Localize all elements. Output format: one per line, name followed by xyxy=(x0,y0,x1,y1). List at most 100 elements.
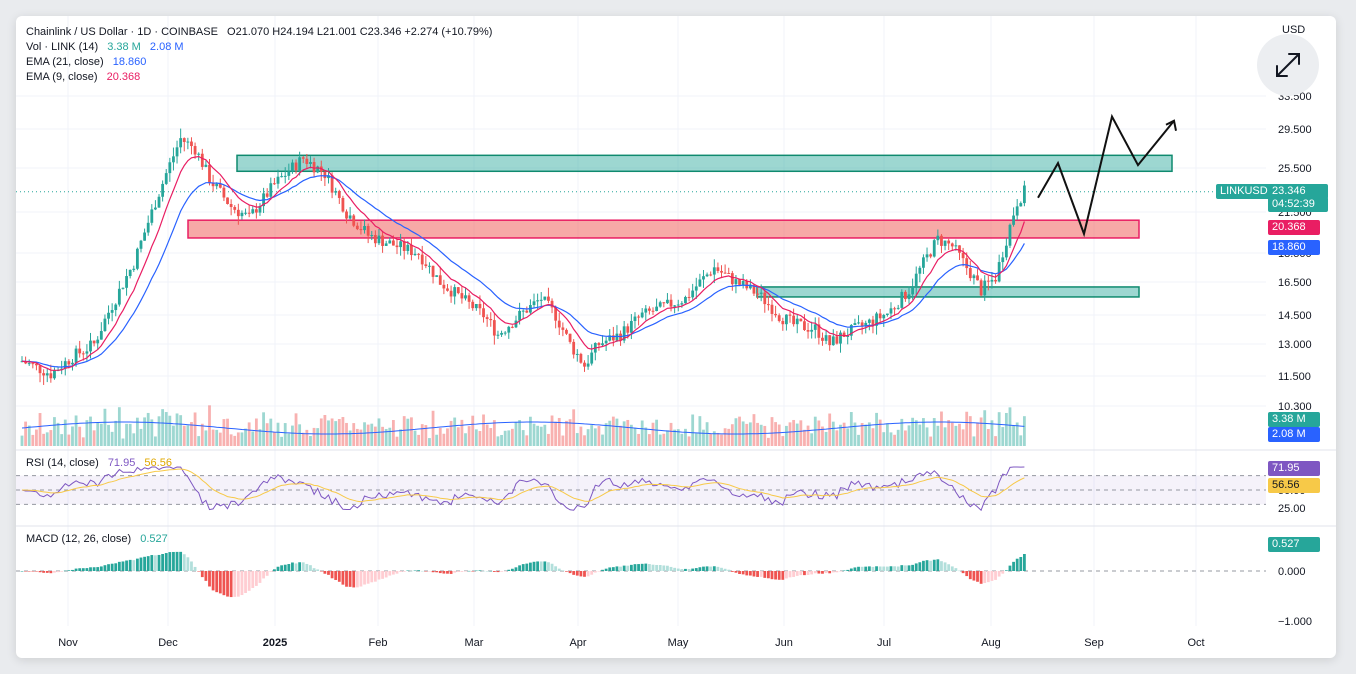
macd-histogram-bar xyxy=(179,551,183,571)
macd-histogram-bar xyxy=(388,571,392,576)
macd-histogram-bar xyxy=(568,571,572,574)
macd-tick-label: 0.000 xyxy=(1278,566,1306,578)
volume-bar xyxy=(1015,422,1019,446)
volume-bar xyxy=(182,425,186,446)
candle-body xyxy=(831,336,835,346)
macd-histogram-bar xyxy=(904,565,907,571)
volume-bar xyxy=(474,429,478,446)
volume-bar xyxy=(810,433,814,446)
macd-histogram-bar xyxy=(662,565,666,571)
macd-histogram-bar xyxy=(280,565,284,571)
candle-body xyxy=(922,257,925,268)
volume-bar xyxy=(792,419,796,446)
macd-histogram-bar xyxy=(456,571,460,573)
volume-bar xyxy=(680,433,684,446)
candle-body xyxy=(154,207,157,210)
candle-body xyxy=(997,262,1001,282)
candle-body xyxy=(821,337,824,341)
volume-bar xyxy=(410,417,413,446)
macd-histogram-bar xyxy=(626,565,630,571)
candle-body xyxy=(482,308,485,318)
volume-bar xyxy=(417,434,421,446)
macd-histogram-bar xyxy=(947,564,951,571)
candle-body xyxy=(258,206,262,213)
macd-histogram-bar xyxy=(777,571,781,580)
volume-bar xyxy=(929,436,933,446)
time-tick-label: 2025 xyxy=(263,637,287,649)
candle-body xyxy=(1015,206,1019,216)
candle-body xyxy=(164,173,168,184)
volume-bar xyxy=(38,413,42,446)
volume-bar xyxy=(24,421,28,446)
candle-body xyxy=(759,292,763,294)
macd-histogram-bar xyxy=(74,568,78,571)
macd-histogram-bar xyxy=(103,565,107,571)
volume-bar xyxy=(568,419,572,446)
volume-bar xyxy=(766,437,770,446)
macd-histogram-bar xyxy=(359,571,363,587)
volume-bar xyxy=(226,418,229,446)
volume-bar xyxy=(525,435,529,446)
expand-button[interactable] xyxy=(1257,34,1319,96)
candle-body xyxy=(705,274,709,277)
volume-bar xyxy=(575,433,579,446)
candle-body xyxy=(828,335,832,346)
candle-body xyxy=(986,280,990,282)
macd-histogram-bar xyxy=(716,566,720,571)
macd-histogram-bar xyxy=(547,562,550,571)
candle-body xyxy=(273,183,276,185)
ema21-line xyxy=(21,175,1025,368)
macd-histogram-bar xyxy=(611,567,615,571)
volume-bar xyxy=(172,425,175,446)
macd-histogram-bar xyxy=(529,562,532,571)
macd-histogram-bar xyxy=(788,571,792,578)
candle-body xyxy=(554,307,558,321)
macd-histogram-bar xyxy=(770,571,774,580)
macd-histogram-bar xyxy=(748,571,752,576)
rsi-value: 71.95 xyxy=(107,457,136,469)
macd-histogram-bar xyxy=(474,570,478,572)
time-tick-label: Jul xyxy=(877,637,891,649)
chart-canvas[interactable]: Nov Dec 2025 Feb Mar Apr May Jun Jul Aug Sep Oct33.… xyxy=(16,16,1336,658)
macd-histogram-bar xyxy=(301,562,305,571)
macd-histogram-bar xyxy=(327,571,330,575)
rsi-line xyxy=(21,466,1025,512)
candle-body xyxy=(694,286,698,291)
candle-body xyxy=(752,284,756,294)
volume-bar xyxy=(579,426,583,446)
candle-body xyxy=(875,313,878,326)
candle-body xyxy=(500,332,503,335)
macd-histogram-bar xyxy=(496,571,500,573)
volume-bar xyxy=(539,426,543,446)
candle-body xyxy=(323,171,327,179)
candle-body xyxy=(316,166,320,173)
macd-histogram-bar xyxy=(734,571,738,573)
candle-body xyxy=(381,235,384,246)
candle-body xyxy=(197,153,201,155)
vol-label: Vol · LINK (14) xyxy=(26,41,99,53)
macd-histogram-bar xyxy=(35,571,38,572)
candle-body xyxy=(958,245,961,253)
macd-histogram-bar xyxy=(247,571,251,591)
macd-histogram-bar xyxy=(813,571,817,574)
volume-bar xyxy=(449,420,453,446)
volume-bar xyxy=(803,429,806,446)
macd-histogram-bar xyxy=(864,566,868,571)
volume-bar xyxy=(922,418,925,446)
rsi-legend: RSI (14, close) 71.95 56.56 xyxy=(26,457,178,469)
volume-bar xyxy=(994,436,997,446)
candle-body xyxy=(539,299,543,301)
candle-body xyxy=(795,318,799,325)
macd-histogram-bar xyxy=(691,568,695,571)
macd-histogram-bar xyxy=(265,571,269,576)
candle-body xyxy=(911,286,915,295)
macd-histogram-bar xyxy=(208,571,211,587)
candle-body xyxy=(236,209,240,217)
volume-bar xyxy=(63,419,67,446)
candle-body xyxy=(925,254,929,258)
candle-body xyxy=(121,287,125,289)
macd-histogram-bar xyxy=(60,571,64,572)
volume-bar xyxy=(370,423,374,446)
volume-bar xyxy=(139,428,143,446)
macd-histogram-bar xyxy=(503,571,507,572)
